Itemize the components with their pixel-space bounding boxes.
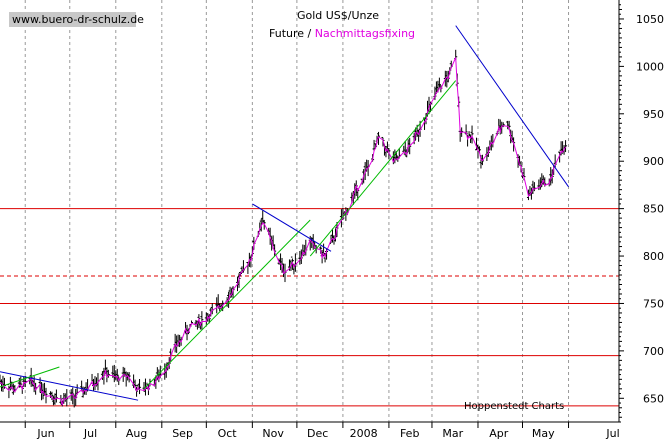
x-tick-label: Jul <box>83 427 97 439</box>
trend-line <box>455 25 569 188</box>
trend-line <box>309 80 457 257</box>
x-tick-label: Dec <box>307 427 328 439</box>
trend-lines <box>0 25 569 401</box>
y-tick-label: 950 <box>643 108 664 121</box>
x-tick-label: Jun <box>36 427 54 439</box>
y-tick-label: 900 <box>643 155 664 168</box>
subtitle-fixing: Nachmittagsfixing <box>315 27 415 40</box>
x-tick-label: Nov <box>262 427 284 439</box>
x-tick-label: Oct <box>218 427 238 439</box>
chart-subtitle: Future / Nachmittagsfixing <box>269 27 415 40</box>
x-tick-label: Mar <box>442 427 463 439</box>
y-tick-label: 1000 <box>636 60 664 73</box>
y-tick-label: 1050 <box>636 13 664 26</box>
x-tick-label: May <box>532 427 555 439</box>
y-axis: 650 700 750 800 850 900 950 1000 1050 <box>619 4 664 423</box>
y-tick-label: 850 <box>643 203 664 216</box>
y-tick-label: 750 <box>643 297 664 310</box>
subtitle-future: Future / <box>269 27 315 40</box>
x-axis: Jun Jul Aug Sep Oct Nov Dec 2008 Feb Mar Apr May Jul <box>24 422 620 440</box>
x-tick-label: Sep <box>172 427 193 439</box>
fixing-series-line <box>0 57 567 406</box>
chart-title: Gold US$/Unze <box>297 9 379 22</box>
y-tick-label: 650 <box>643 392 664 405</box>
trend-line <box>252 203 332 252</box>
trend-line <box>0 371 139 401</box>
x-tick-label: Feb <box>400 427 419 439</box>
trend-line <box>0 366 60 388</box>
trend-line <box>143 219 311 390</box>
x-tick-label: Apr <box>489 427 509 439</box>
x-tick-label: 2008 <box>350 427 378 439</box>
horizontal-levels <box>0 208 619 407</box>
watermark-background <box>9 12 136 27</box>
y-tick-label: 800 <box>643 250 664 263</box>
y-tick-label: 700 <box>643 345 664 358</box>
price-bars <box>0 49 568 408</box>
source-label: Hoppenstedt Charts <box>464 401 564 412</box>
x-tick-label: Aug <box>126 427 147 439</box>
watermark-text: www.buero-dr-schulz.de <box>12 13 144 26</box>
x-tick-label: Jul <box>605 427 619 439</box>
